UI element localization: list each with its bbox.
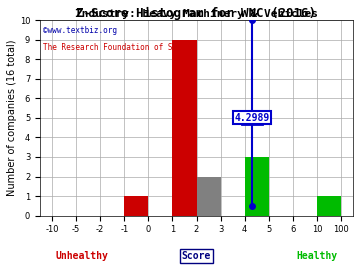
Bar: [197, 177, 221, 216]
Text: 4.2989: 4.2989: [234, 113, 270, 123]
Y-axis label: Number of companies (16 total): Number of companies (16 total): [7, 40, 17, 196]
Text: The Research Foundation of SUNY: The Research Foundation of SUNY: [43, 43, 186, 52]
Text: Score: Score: [182, 251, 211, 261]
Text: Healthy: Healthy: [296, 251, 337, 261]
Text: ©www.textbiz.org: ©www.textbiz.org: [43, 26, 117, 35]
Title: Z-Score Histogram for WNC (2016): Z-Score Histogram for WNC (2016): [76, 7, 316, 20]
Bar: [317, 196, 341, 216]
Bar: [245, 157, 269, 216]
Bar: [124, 196, 148, 216]
Text: Unhealthy: Unhealthy: [55, 251, 108, 261]
Text: Industry: Heavy Machinery & Vehicles: Industry: Heavy Machinery & Vehicles: [75, 9, 318, 19]
Bar: [172, 40, 197, 216]
